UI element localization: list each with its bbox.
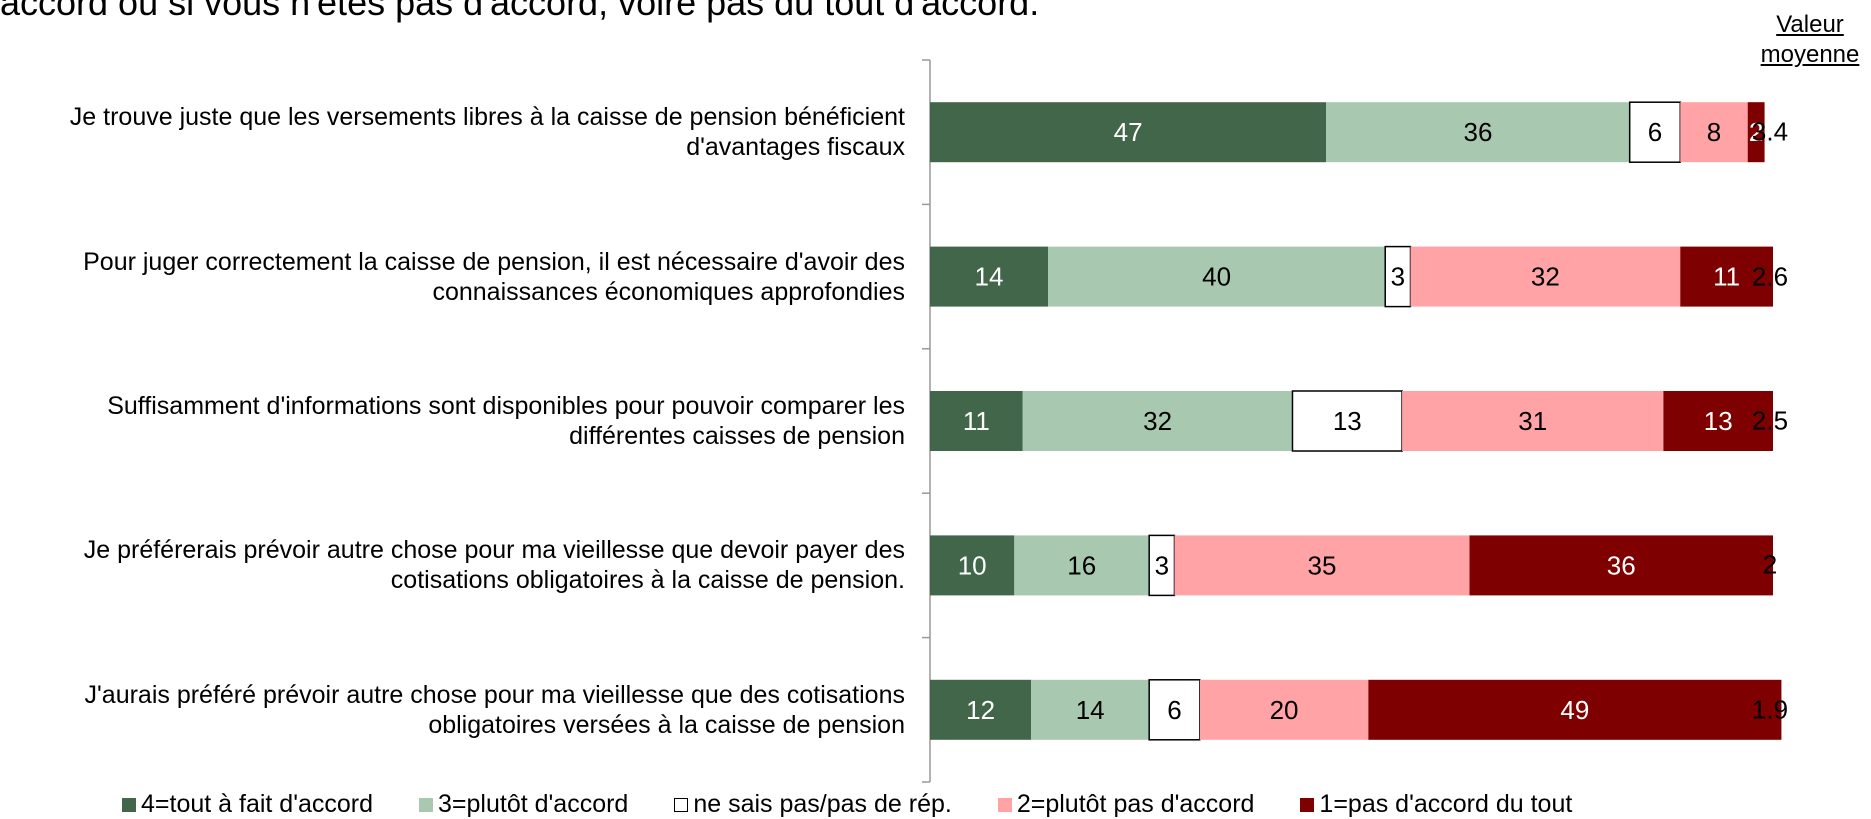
bar-segment [1031,679,1150,740]
data-label: 14 [975,262,1004,292]
bar-segment [1747,102,1765,163]
legend-item: 2=plutôt pas d'accord [997,790,1255,819]
data-label: 12 [966,695,995,725]
data-label: 20 [1270,695,1299,725]
data-label: 8 [1707,117,1721,147]
legend-swatch [122,797,136,812]
chart-title: accord ou si vous n'êtes pas d'accord, v… [0,0,1040,23]
data-label: 36 [1463,117,1492,147]
data-label: 31 [1518,406,1547,436]
data-label: 47 [1114,117,1143,147]
data-label: 11 [963,406,990,436]
bar-segment [1174,535,1470,596]
legend-item: 1=pas d'accord du tout [1300,790,1572,819]
data-label: 13 [1704,406,1733,436]
bar-segment [1014,535,1150,596]
bar-segment [1326,102,1630,163]
legend-label: 4=tout à fait d'accord [141,790,374,818]
data-label: 6 [1167,695,1181,725]
bar-segment [1199,679,1369,740]
bar-segment [1048,246,1386,307]
bar-segment [1410,246,1681,307]
data-label: 3 [1155,550,1169,580]
data-label: 36 [1607,550,1636,580]
bar-segment [1469,535,1773,596]
data-label: 3 [1391,262,1405,292]
bar-segment [1022,391,1293,451]
category-label: Je préférerais prévoir autre chose pour … [83,536,905,595]
category-label: J'aurais préféré prévoir autre chose pou… [84,680,905,739]
category-label: Pour juger correctement la caisse de pen… [83,247,905,306]
data-label: 35 [1308,550,1337,580]
legend-item: ne sais pas/pas de rép. [674,790,952,819]
bar-segment [1291,390,1403,452]
bar-segment [1148,679,1201,741]
bar-segment [930,535,1015,596]
legend-item: 4=tout à fait d'accord [122,790,373,819]
bar-segment [1368,679,1782,740]
mean-value: 3.4 [1751,116,1789,147]
data-label: 2 [1749,117,1763,147]
bar-segment [930,679,1032,740]
category-label: Suffisamment d'informations sont disponi… [107,392,905,450]
data-label: 32 [1531,262,1560,292]
legend: 4=tout à fait d'accord 3=plutôt d'accord n… [122,790,1572,819]
bar-segment [1628,101,1682,163]
mean-value: 2.6 [1751,261,1789,292]
bar-segment [930,102,1327,163]
bar-segment [1402,391,1664,451]
legend-swatch [1300,797,1315,812]
data-label: 6 [1648,117,1662,147]
mean-value: 1.9 [1751,694,1789,725]
data-label: 11 [1713,262,1740,292]
bar-segment [1680,246,1773,307]
legend-item: 3=plutôt d'accord [419,790,628,819]
legend-swatch [419,797,434,812]
bar-segment [930,246,1049,307]
data-label: 13 [1333,406,1362,436]
data-label: 49 [1560,695,1589,725]
bar-segment [930,391,1023,451]
mean-header: Valeur moyenne [1760,11,1860,68]
category-label: Je trouve juste que les versements libre… [69,103,905,162]
legend-label: 3=plutôt d'accord [438,790,629,818]
bar-segment [1663,391,1773,451]
legend-label: 1=pas d'accord du tout [1319,790,1573,818]
legend-label: 2=plutôt pas d'accord [1016,790,1255,818]
data-label: 32 [1143,406,1172,436]
data-label: 16 [1067,550,1096,580]
legend-label: ne sais pas/pas de rép. [693,790,952,818]
mean-value: 2 [1762,549,1778,580]
legend-swatch [674,797,689,812]
data-label: 10 [958,550,987,580]
bar-segment [1148,534,1176,597]
bar-segment [1680,102,1748,163]
data-label: 40 [1202,262,1231,292]
data-label: 14 [1076,695,1105,725]
mean-value: 2.5 [1751,405,1789,436]
legend-swatch [997,797,1012,812]
